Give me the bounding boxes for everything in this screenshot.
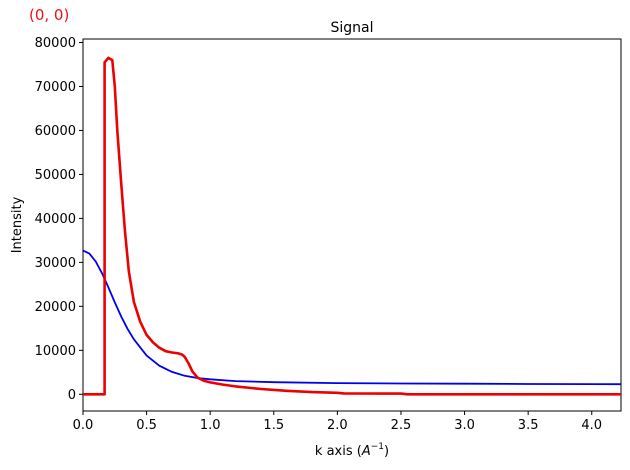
x-axis-label-unit: A [361,444,371,459]
y-tick-label: 10000 [35,344,76,359]
x-axis-label-sup: −1 [371,442,384,452]
x-tick-label: 1.0 [200,418,221,433]
x-tick-label: 3.5 [518,418,539,433]
x-tick-label: 3.0 [454,418,475,433]
x-tick-label: 0.5 [136,418,157,433]
corner-coordinate-label: (0, 0) [29,6,70,24]
y-tick-label: 50000 [35,168,76,183]
plot-frame [82,38,622,412]
y-tick-label: 80000 [35,36,76,51]
lines-layer [83,56,621,396]
series-blue-curve [83,249,621,386]
y-tick-label: 20000 [35,300,76,315]
chart-title: Signal [330,20,373,36]
x-axis-label-base: k axis ( [315,444,362,459]
series-red-curve [83,56,621,396]
y-axis-label: Intensity [10,196,25,253]
y-tick-label: 40000 [35,212,76,227]
x-tick-label: 2.5 [391,418,412,433]
x-tick-label: 1.5 [263,418,284,433]
y-tick-label: 70000 [35,80,76,95]
x-tick-label: 4.0 [581,418,602,433]
x-axis-label-close: ) [384,444,389,459]
ticks-layer: 0.0 0.5 1.0 1.5 2.0 2.5 3.0 3.5 4.0 0 10000 20000 30… [35,36,602,433]
x-axis-label: k axis (A−1) [315,442,389,459]
y-tick-label: 0 [68,388,76,403]
x-tick-label: 2.0 [327,418,348,433]
x-tick-label: 0.0 [73,418,94,433]
plot-area [82,38,622,412]
y-tick-label: 60000 [35,124,76,139]
y-tick-label: 30000 [35,256,76,271]
